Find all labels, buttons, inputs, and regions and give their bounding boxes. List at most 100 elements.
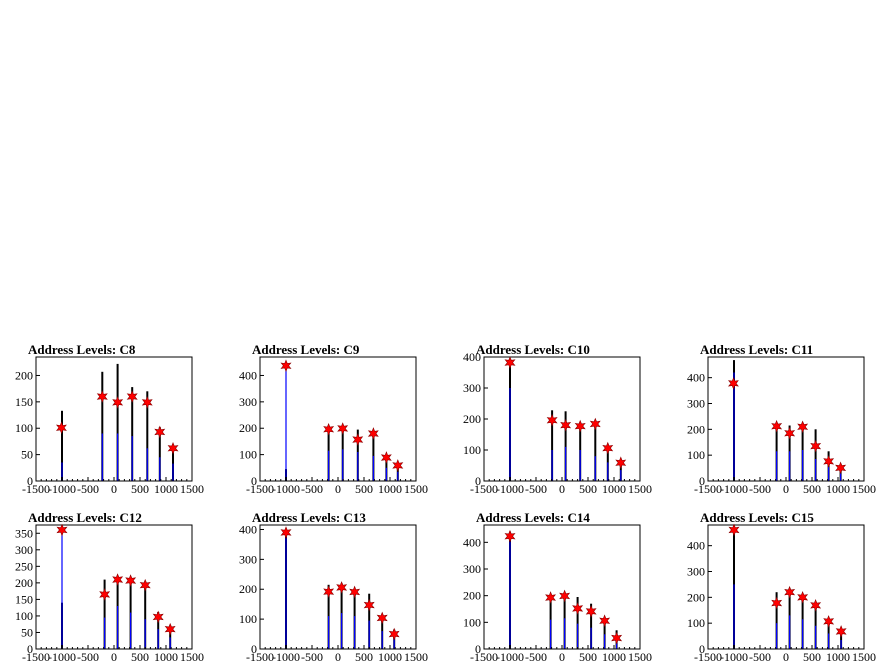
x-tick-label: 0 <box>335 482 341 496</box>
peak-marker <box>784 585 796 599</box>
x-tick-label: -1500 <box>470 650 498 664</box>
x-tick-label: -1500 <box>694 482 722 496</box>
x-tick-label: -1000 <box>272 650 300 664</box>
x-tick-label: 0 <box>111 650 117 664</box>
peak-marker <box>336 581 348 594</box>
blue-histogram-bar <box>146 448 148 481</box>
y-tick-label: 200 <box>15 368 33 382</box>
y-tick-label: 0 <box>27 642 33 656</box>
blue-histogram-bar <box>285 365 287 481</box>
peak-marker <box>99 588 111 601</box>
peak-marker <box>164 622 176 636</box>
black-histogram-bar <box>116 363 119 481</box>
blue-histogram-bar <box>789 451 791 481</box>
blue-histogram-bar <box>385 467 387 481</box>
plot-frame <box>35 356 193 482</box>
black-histogram-bar <box>576 597 579 649</box>
black-histogram-bar <box>840 629 843 649</box>
peak-marker <box>280 359 292 372</box>
x-tick-label: 0 <box>783 650 789 664</box>
peak-marker <box>559 589 571 603</box>
peak-marker <box>167 442 179 455</box>
y-tick-label: 100 <box>239 612 257 626</box>
y-tick-label: 200 <box>239 421 257 435</box>
histogram-panel: Address Levels: C15 -1500-1000 -500 0 500 100… <box>687 510 876 664</box>
x-tick-label: 1000 <box>154 650 178 664</box>
peak-marker <box>727 377 739 390</box>
y-tick-label: 400 <box>239 368 257 382</box>
black-histogram-bar <box>564 411 567 482</box>
black-histogram-bar <box>101 371 104 481</box>
peak-marker <box>337 422 349 435</box>
x-tick-label: -500 <box>525 482 547 496</box>
black-histogram-bar <box>61 410 63 481</box>
y-tick-label: 0 <box>27 474 33 488</box>
peak-marker <box>835 625 847 638</box>
x-tick-label: 0 <box>559 482 565 496</box>
peak-marker <box>771 419 783 433</box>
blue-histogram-bar <box>840 473 842 482</box>
y-tick-label: 0 <box>475 642 481 656</box>
peak-marker <box>611 631 623 645</box>
blue-histogram-bar <box>157 629 159 649</box>
histogram-panel: Address Levels: C9-1500-1000 -500 0 500 1000… <box>239 342 428 496</box>
peak-marker <box>141 396 153 409</box>
peak-marker <box>388 627 400 641</box>
panel-title: Address Levels: C13 <box>252 510 366 525</box>
histogram-panel: Address Levels: C11 -1500-1000 -500 0 500 100… <box>687 342 876 496</box>
peak-marker <box>810 439 822 453</box>
y-tick-label: 100 <box>15 609 33 623</box>
blue-histogram-bar <box>776 623 778 649</box>
peak-marker <box>615 456 627 469</box>
x-tick-label: -500 <box>301 482 323 496</box>
x-tick-label: 1000 <box>378 650 402 664</box>
peak-marker <box>96 390 108 403</box>
y-tick-label: 100 <box>15 421 33 435</box>
x-tick-label: 1500 <box>404 482 428 496</box>
blue-histogram-bar <box>550 619 552 649</box>
x-tick-label: -1500 <box>22 482 50 496</box>
y-tick-label: 400 <box>239 522 257 536</box>
blue-histogram-bar <box>372 455 374 481</box>
peak-marker <box>352 433 364 446</box>
x-tick-label: -1000 <box>496 482 524 496</box>
y-tick-label: 100 <box>463 615 481 629</box>
x-tick-label: -1500 <box>694 650 722 664</box>
x-tick-label: -500 <box>749 482 771 496</box>
peak-marker <box>125 574 137 587</box>
y-tick-label: 100 <box>687 616 705 630</box>
peak-marker <box>367 427 379 440</box>
black-histogram-bar <box>590 603 593 649</box>
peak-marker <box>572 602 584 615</box>
y-tick-label: 200 <box>687 422 705 436</box>
blue-histogram-bar <box>104 617 106 649</box>
blue-histogram-bar <box>354 616 356 649</box>
blue-histogram-bar <box>328 450 330 481</box>
peak-marker <box>823 615 835 628</box>
blue-histogram-bar <box>594 456 596 481</box>
blue-histogram-bar <box>117 433 119 481</box>
peak-marker <box>323 585 335 598</box>
blue-histogram-bar <box>620 470 622 481</box>
x-tick-label: 1500 <box>628 482 652 496</box>
y-tick-label: 200 <box>463 589 481 603</box>
x-tick-label: -500 <box>77 482 99 496</box>
x-tick-label: 1000 <box>602 650 626 664</box>
y-tick-label: 400 <box>463 535 481 549</box>
x-tick-label: 0 <box>783 482 789 496</box>
x-tick-label: -1500 <box>22 650 50 664</box>
blue-histogram-bar <box>789 615 791 649</box>
blue-histogram-bar <box>840 640 842 649</box>
y-tick-label: 0 <box>699 474 705 488</box>
blue-histogram-bar <box>393 638 395 649</box>
x-tick-label: 500 <box>355 650 373 664</box>
y-tick-label: 250 <box>15 559 33 573</box>
black-histogram-bar <box>103 579 106 649</box>
y-tick-label: 200 <box>463 412 481 426</box>
panel-title: Address Levels: C12 <box>28 510 142 525</box>
plot-frame <box>483 356 641 482</box>
x-tick-label: 1500 <box>180 650 204 664</box>
blue-histogram-bar <box>828 633 830 649</box>
peak-marker <box>154 425 166 439</box>
x-tick-label: 1500 <box>404 650 428 664</box>
